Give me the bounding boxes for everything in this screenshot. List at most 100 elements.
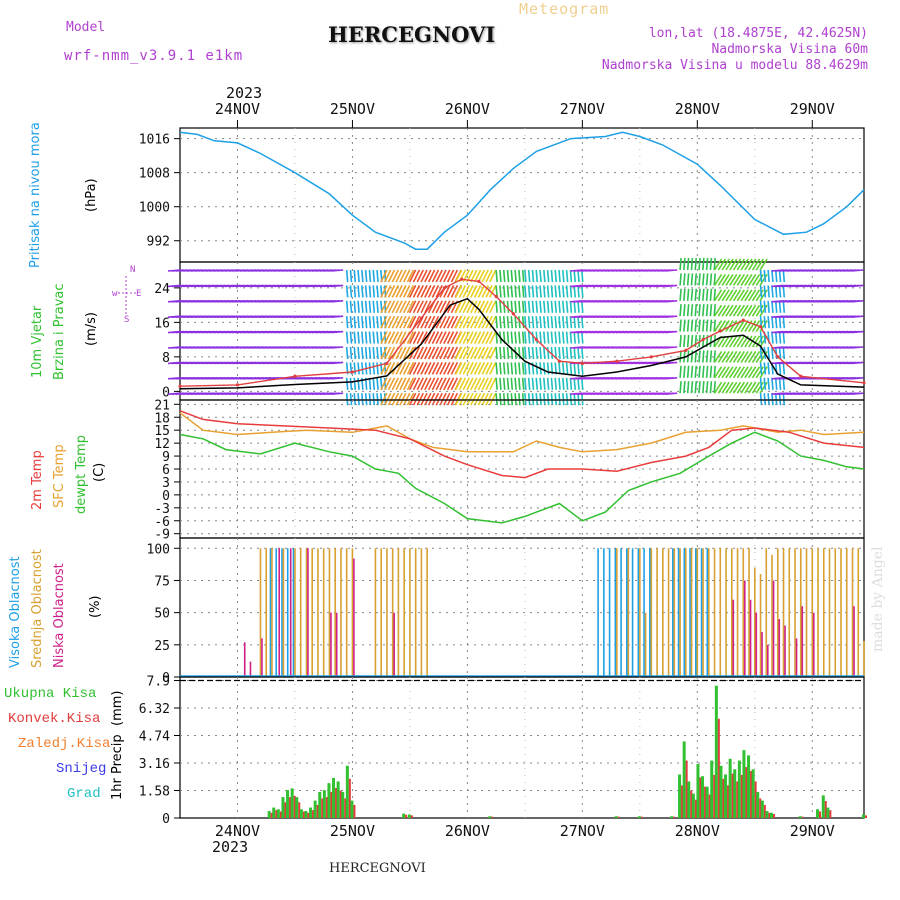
precip-bar-total xyxy=(345,765,349,818)
wind-barb xyxy=(686,334,690,348)
wind-barb xyxy=(372,316,376,329)
wind-barb xyxy=(535,300,539,313)
wind-barb xyxy=(665,315,678,318)
wind-barb xyxy=(368,331,372,344)
wind-barb xyxy=(395,377,403,391)
ytick-label-precip: 1.58 xyxy=(139,784,170,799)
wind-barb xyxy=(778,393,782,406)
wind-barb xyxy=(372,377,376,390)
wind-barb xyxy=(550,300,554,313)
wind-barb xyxy=(481,269,489,283)
wind-barb xyxy=(431,346,440,360)
wind-barb xyxy=(462,315,470,329)
wind-barb xyxy=(686,288,690,301)
wind-barb xyxy=(376,393,379,406)
precip-bar-total xyxy=(701,776,705,818)
wind-barb xyxy=(481,362,489,375)
wind-barb xyxy=(698,365,701,378)
wind-barb xyxy=(539,377,542,390)
wind-barb xyxy=(485,269,493,283)
wind-barb xyxy=(427,392,436,406)
wind-barb xyxy=(732,366,742,379)
wind-barb xyxy=(495,393,498,406)
precip-bar-conv xyxy=(722,778,725,818)
wind-barb xyxy=(705,304,709,317)
wind-barb xyxy=(506,285,510,298)
wind-barb xyxy=(412,285,421,298)
wind-barb xyxy=(729,304,738,317)
precip-bar-total xyxy=(336,781,340,818)
wind-barb xyxy=(702,288,705,301)
precip-bar-conv xyxy=(617,816,620,818)
wind-barb xyxy=(495,269,498,283)
wind-barb xyxy=(527,316,531,329)
wind-barb xyxy=(771,269,774,283)
wind-barb xyxy=(364,331,368,344)
wind-barb xyxy=(384,346,392,360)
wind-barb xyxy=(489,377,497,391)
wind-barb xyxy=(527,331,531,344)
wind-barb xyxy=(524,377,527,390)
wind-barb xyxy=(759,393,763,406)
wind-barb xyxy=(353,331,357,344)
wind-barb xyxy=(558,362,561,375)
wind-barb xyxy=(402,377,411,391)
wind-barb xyxy=(763,316,767,329)
ytick-label-pressure: 1008 xyxy=(139,167,170,182)
wind-barb xyxy=(458,285,467,298)
wind-barb xyxy=(376,362,379,375)
wind-barb xyxy=(565,377,569,390)
wind-barb xyxy=(416,285,424,298)
wind-barb xyxy=(531,331,535,344)
precip-bar-conv xyxy=(302,811,305,818)
top-year-label: 2023 xyxy=(226,84,263,102)
wind-barb xyxy=(514,393,517,406)
wind-barb xyxy=(665,300,678,303)
wind-barb xyxy=(759,362,763,375)
wind-barb xyxy=(387,315,396,329)
wind-barb xyxy=(698,381,701,394)
wind-barb xyxy=(384,362,392,375)
ghost-title: Meteogram xyxy=(519,0,610,18)
wind-barb xyxy=(531,346,535,360)
wind-barb xyxy=(771,393,774,406)
wind-barb xyxy=(446,300,455,314)
model-altitude-label: Nadmorska Visina u modelu 88.4629m xyxy=(601,58,868,73)
wind-barb xyxy=(546,269,550,283)
wind-barb xyxy=(721,258,730,271)
wind-barb xyxy=(357,362,360,375)
wind-barb xyxy=(518,269,521,283)
wind-barb xyxy=(782,300,786,313)
wind-barb xyxy=(740,381,749,394)
wind-barb xyxy=(755,258,764,271)
precip-bar-conv xyxy=(673,816,676,818)
ytick-label-temperature: 0 xyxy=(162,489,170,504)
wind-barb xyxy=(694,381,698,394)
wind-barb xyxy=(489,392,497,406)
wind-barb xyxy=(506,346,510,360)
wind-barb xyxy=(402,362,411,375)
wind-barb xyxy=(554,393,558,406)
wind-barb xyxy=(543,285,546,298)
wind-barb xyxy=(439,269,447,283)
compass-s: S xyxy=(124,315,129,325)
wind-barb xyxy=(521,362,525,375)
precip-bar-conv xyxy=(410,815,413,818)
wind-barb xyxy=(376,346,379,360)
wind-barb xyxy=(345,346,349,360)
precip-bar-total xyxy=(798,816,802,818)
wind-barb xyxy=(331,361,344,365)
wind-barb xyxy=(690,381,694,394)
wind-barb xyxy=(345,285,349,298)
wind-barb xyxy=(683,350,686,363)
series-point-speed_max xyxy=(477,279,481,284)
ytick-label-precip: 0 xyxy=(162,812,170,827)
wind-barb xyxy=(573,377,576,390)
compass-e: E xyxy=(136,289,141,299)
bottom-date-label: 25NOV xyxy=(330,822,375,840)
precip-bar-total xyxy=(350,800,354,818)
wind-barb xyxy=(462,392,470,406)
wind-barb xyxy=(485,346,493,360)
wind-barb xyxy=(412,300,421,314)
wind-barb xyxy=(527,362,531,375)
